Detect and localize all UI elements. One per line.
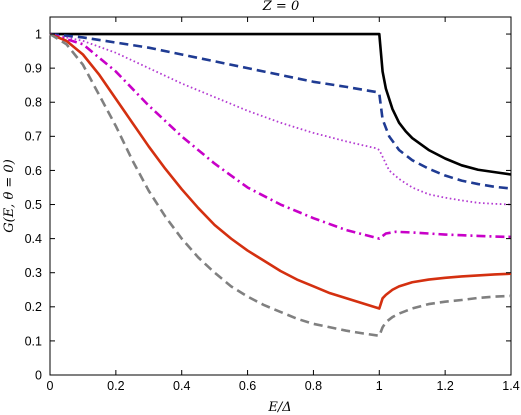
y-tick-label: 0.9 — [25, 62, 42, 76]
tick-layer: 0 0.2 0.4 0.6 0.8 1 1.2 1.4 0 0.1 0.2 0.3 0.4 0.5 0.6 0… — [25, 17, 520, 393]
series-line-4 — [49, 32, 512, 240]
series-line-1 — [50, 32, 512, 176]
y-tick-label: 0.1 — [25, 334, 42, 348]
x-tick-label: 0.4 — [173, 379, 190, 393]
x-tick-label: 0.6 — [239, 379, 256, 393]
x-tick-label: 0.2 — [107, 379, 124, 393]
series-line-2 — [49, 32, 512, 190]
series-line-3 — [49, 33, 512, 206]
y-tick-label: 0.8 — [25, 96, 42, 110]
series-line-5 — [49, 32, 512, 310]
x-tick-label: 0.8 — [305, 379, 322, 393]
x-tick-label: 1.4 — [502, 379, 519, 393]
x-tick-label: 1.2 — [436, 379, 453, 393]
y-tick-label: 0 — [35, 368, 42, 382]
y-tick-label: 0.7 — [25, 130, 42, 144]
plot-frame — [49, 16, 512, 376]
x-axis-label: E/Δ — [267, 400, 291, 415]
y-tick-label: 0.3 — [25, 266, 42, 280]
series-layer — [49, 32, 512, 338]
y-tick-label: 1 — [35, 27, 42, 41]
y-tick-label: 0.4 — [25, 232, 42, 246]
y-axis-label: G(E, θ = 0) — [2, 159, 17, 233]
y-tick-label: 0.5 — [25, 198, 42, 212]
y-tick-label: 0.6 — [25, 164, 42, 178]
y-tick-label: 0.2 — [25, 300, 42, 314]
chart-title: Z = 0 — [262, 0, 299, 14]
x-tick-label: 0 — [47, 379, 54, 393]
x-tick-label: 1 — [376, 379, 383, 393]
series-line-6 — [49, 32, 512, 338]
